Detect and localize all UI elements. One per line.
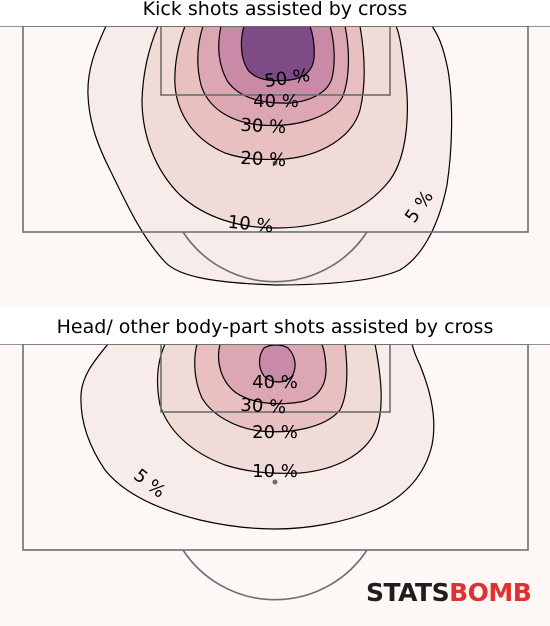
label-40-pct-2: 40 %	[252, 372, 298, 393]
penalty-arc-1	[182, 231, 368, 283]
contour-band-40-pct-2	[258, 344, 296, 383]
logo-stats-text: STATS	[366, 578, 450, 607]
logo-bomb-text: BOMB	[449, 578, 532, 607]
chart-2-title: Head/ other body-part shots assisted by …	[56, 316, 494, 338]
label-10-pct-2: 10 %	[252, 461, 298, 482]
contour-fills-2	[80, 344, 435, 530]
pitch-lines-1	[0, 26, 550, 283]
pitch-lines-2	[0, 344, 550, 601]
label-20-pct-1b: 20 %	[240, 148, 287, 171]
label-30-pct-1: 30 %	[240, 115, 287, 138]
chart-1-plot: 50 % 40 % 30 % 20 % 10 % 5 %	[0, 26, 550, 307]
penalty-spot-1	[272, 160, 278, 166]
statsbomb-logo: STATSBOMB	[366, 578, 532, 607]
chart-2-plot: 40 % 30 % 20 % 10 % 5 %	[0, 344, 550, 626]
label-20-pct-2: 20 %	[252, 422, 298, 443]
penalty-arc-2	[182, 549, 368, 601]
penalty-spot-2	[272, 479, 278, 485]
label-40-pct-1: 40 %	[253, 91, 299, 112]
six-yard-box-2	[160, 344, 391, 413]
penalty-box-2	[22, 344, 529, 551]
label-30-pct-2: 30 %	[240, 395, 287, 418]
chart-1-title: Kick shots assisted by cross	[142, 0, 408, 20]
contour-band-50-pct-1	[240, 26, 315, 82]
penalty-box-1	[22, 26, 529, 233]
label-10-pct-1: 10 %	[227, 212, 275, 238]
six-yard-box-1	[160, 26, 391, 96]
contour-fills-1	[87, 26, 453, 286]
